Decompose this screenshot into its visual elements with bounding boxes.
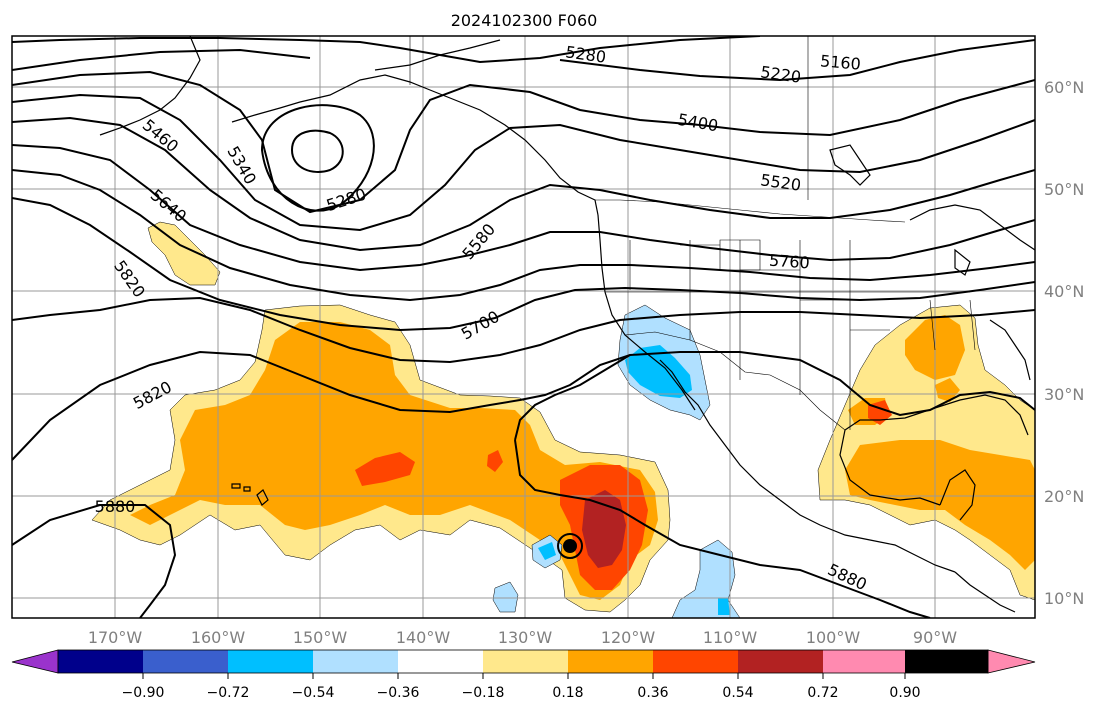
lon-tick-label: 90°W: [913, 628, 957, 647]
colorbar-segment: [143, 650, 228, 673]
lon-tick-label: 170°W: [88, 628, 143, 647]
colorbar-segment: [738, 650, 823, 673]
positive-anomaly-region: [487, 450, 503, 472]
map-frame: [11, 35, 1036, 619]
colorbar-extend-min: [11, 649, 59, 674]
positive-anomaly-region: [355, 452, 415, 486]
lon-axis: 170°W 160°W 150°W 140°W 130°W 120°W 110°…: [88, 628, 957, 647]
lon-tick-label: 150°W: [293, 628, 348, 647]
colorbar-tick-label: −0.72: [207, 685, 250, 701]
storm-center-marker: [563, 539, 577, 553]
height-contours: [12, 36, 1035, 618]
colorbar-tick-label: 0.54: [722, 685, 753, 701]
colorbar-segment: [483, 650, 568, 673]
colorbar-segment: [58, 650, 143, 673]
colorbar-segment: [313, 650, 398, 673]
graticule: [12, 36, 1035, 618]
positive-anomaly-region: [582, 490, 626, 568]
map-panel: 5280 5160 5220 5400 5520 5760 5460 5340 …: [11, 35, 1036, 619]
colorbar-tick-label: 0.18: [552, 685, 583, 701]
coastlines: [99, 36, 1035, 613]
lon-tick-label: 130°W: [498, 628, 553, 647]
colorbar-segment: [398, 650, 483, 673]
colorbar-tick-label: 0.72: [807, 685, 838, 701]
lon-tick-label: 140°W: [396, 628, 451, 647]
chart-title: 2024102300 F060: [451, 11, 598, 30]
colorbar-tick-label: −0.54: [292, 685, 335, 701]
colorbar-segment: [905, 650, 988, 673]
colorbar-tick-label: −0.90: [122, 685, 165, 701]
colorbar-segment: [653, 650, 738, 673]
colorbar-extend-max: [987, 649, 1036, 674]
colorbar-tick-label: 0.90: [889, 685, 920, 701]
lat-tick-label: 30°N: [1044, 385, 1084, 404]
lon-tick-label: 160°W: [191, 628, 246, 647]
lat-tick-label: 50°N: [1044, 180, 1084, 199]
lat-tick-label: 10°N: [1044, 589, 1084, 608]
colorbar-ticks: [142, 673, 906, 679]
positive-anomaly-region: [935, 378, 960, 402]
colorbar-tick-label: −0.36: [377, 685, 420, 701]
lon-tick-label: 110°W: [703, 628, 758, 647]
contour-label: 5760: [768, 251, 810, 273]
colorbar-tick-label: −0.18: [462, 685, 505, 701]
contour-label: 5880: [95, 497, 136, 516]
negative-anomaly-region: [625, 345, 692, 398]
colorbar-tick-label: 0.36: [637, 685, 668, 701]
political-borders: [409, 36, 976, 431]
lat-tick-label: 40°N: [1044, 282, 1084, 301]
colorbar: −0.90 −0.72 −0.54 −0.36 −0.18 0.18 0.36 …: [11, 649, 1036, 701]
colorbar-segment: [568, 650, 653, 673]
lat-tick-label: 20°N: [1044, 487, 1084, 506]
negative-anomaly-region: [718, 598, 730, 615]
lon-tick-label: 120°W: [601, 628, 656, 647]
colorbar-segment: [823, 650, 905, 673]
lat-tick-label: 60°N: [1044, 78, 1084, 97]
colorbar-segment: [228, 650, 313, 673]
negative-anomaly-region: [492, 581, 519, 613]
lon-tick-label: 100°W: [806, 628, 861, 647]
negative-anomaly-region: [538, 542, 556, 560]
contour-label: 5160: [819, 51, 861, 73]
lat-axis: 10°N 20°N 30°N 40°N 50°N 60°N: [1044, 78, 1084, 608]
